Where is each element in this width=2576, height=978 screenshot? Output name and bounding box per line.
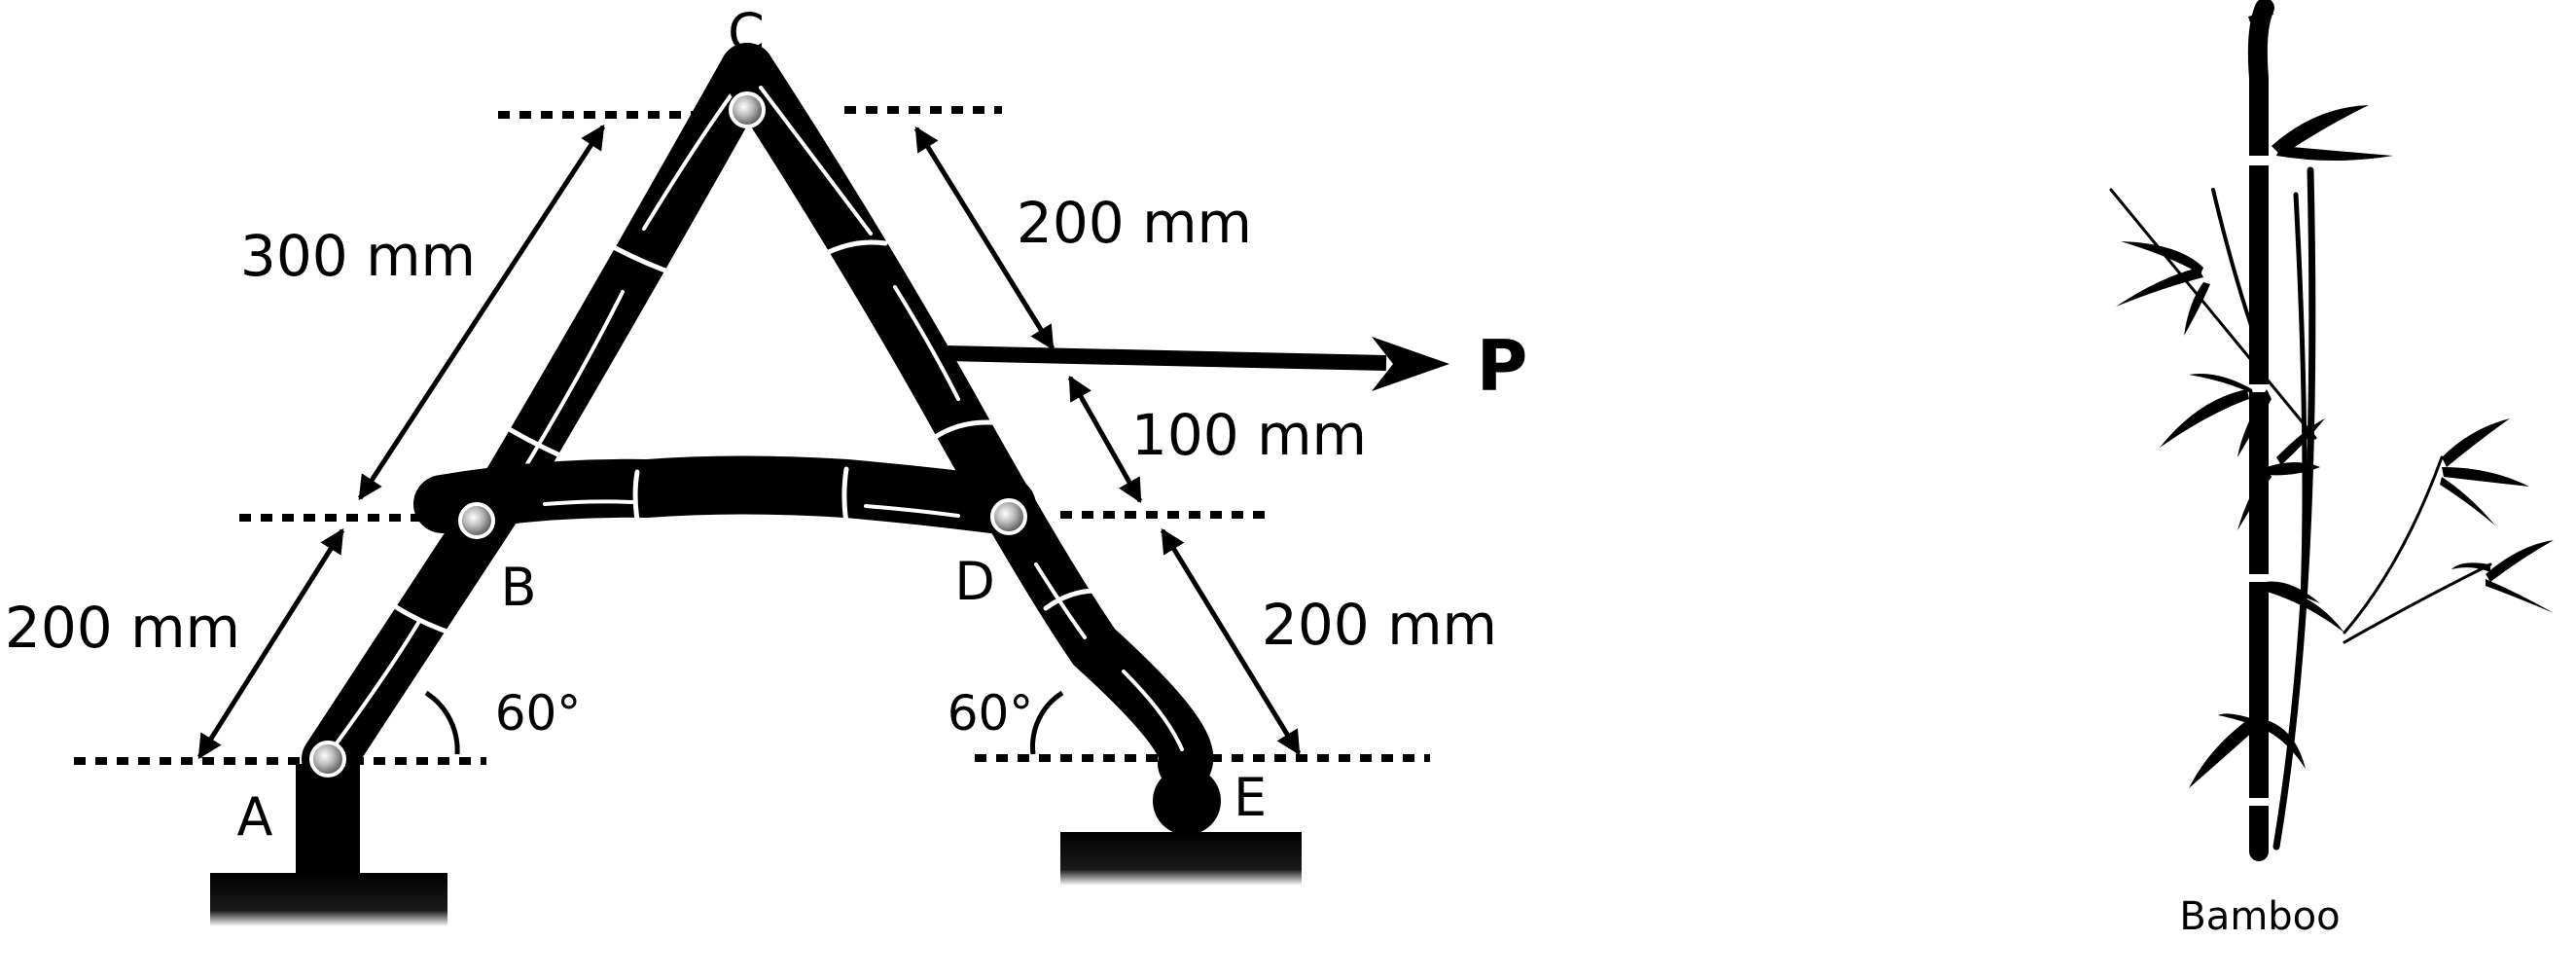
- member-cross-beam: [413, 455, 1036, 538]
- support-a-base: [210, 873, 447, 926]
- label-point-c: C: [728, 2, 765, 63]
- support-e-base: [1060, 832, 1302, 886]
- bamboo-stems: [2109, 166, 2492, 851]
- dim-arrow-right-lower: [1160, 527, 1302, 756]
- pin-b: [458, 502, 495, 539]
- label-dim-right-lower: 200 mm: [1262, 592, 1497, 658]
- member-left-leg: [302, 43, 774, 786]
- label-dim-left-upper: 300 mm: [240, 223, 476, 289]
- labels: C B D A E 300 mm 200 mm 200 mm 100 mm 20…: [5, 2, 1527, 848]
- pin-c: [729, 91, 766, 128]
- frame-members: [302, 43, 1214, 791]
- label-angle-right: 60°: [948, 685, 1034, 742]
- dim-arrow-right-upper: [913, 126, 1055, 351]
- label-point-d: D: [954, 551, 995, 612]
- dim-arrow-left-upper: [357, 124, 606, 501]
- pin-d: [990, 498, 1027, 535]
- label-dim-right-middle: 100 mm: [1131, 402, 1367, 468]
- label-dim-right-upper: 200 mm: [1017, 190, 1252, 256]
- angle-arc-left: [424, 690, 460, 755]
- force-p: [943, 337, 1449, 391]
- force-p-arrowhead: [1372, 337, 1449, 391]
- label-point-e: E: [1234, 767, 1267, 828]
- bamboo-stalk: [2247, 0, 2274, 861]
- angle-arcs: [424, 690, 1064, 755]
- force-p-shaft: [943, 345, 1387, 371]
- member-right-leg: [720, 43, 1214, 791]
- label-point-a: A: [237, 786, 273, 848]
- reference-lines: [74, 106, 1430, 765]
- bamboo-illustration: Bamboo: [2109, 0, 2554, 939]
- bamboo-caption: Bamboo: [2179, 894, 2340, 939]
- bamboo-leaves: [2116, 105, 2554, 788]
- dim-arrow-right-middle: [1067, 375, 1143, 504]
- label-point-b: B: [500, 557, 536, 618]
- dim-arrow-left-lower: [197, 527, 345, 760]
- angle-arc-right: [1030, 690, 1064, 755]
- dimension-arrows: [197, 124, 1302, 760]
- label-force-p: P: [1477, 325, 1528, 407]
- label-angle-left: 60°: [495, 685, 582, 742]
- pin-a: [309, 741, 346, 778]
- support-a: [210, 764, 447, 926]
- label-dim-left-lower: 200 mm: [5, 595, 240, 661]
